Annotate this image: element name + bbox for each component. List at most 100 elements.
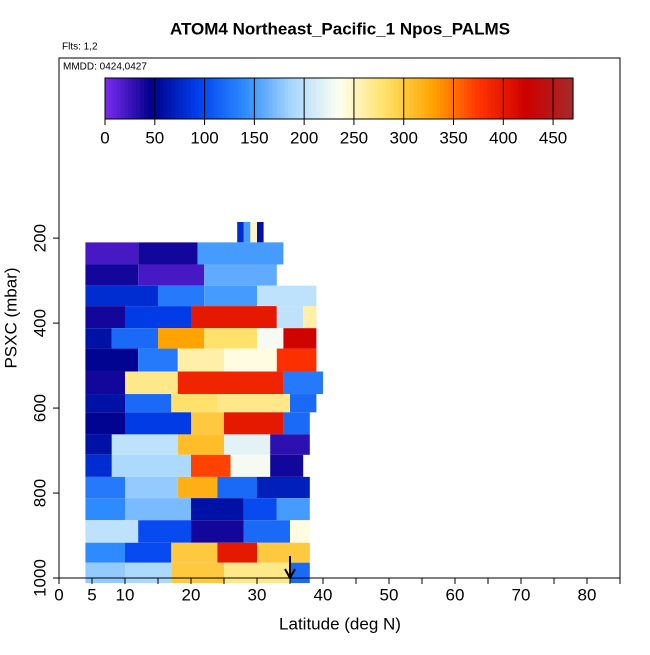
colorbar-tick-label: 250 bbox=[340, 128, 368, 147]
cell bbox=[224, 412, 284, 435]
colorbar-fill bbox=[374, 78, 379, 119]
colorbar-fill bbox=[417, 78, 422, 119]
colorbar-fill bbox=[358, 78, 363, 119]
colorbar-fill bbox=[105, 78, 110, 119]
cell bbox=[177, 371, 284, 395]
colorbar-fill bbox=[393, 78, 399, 119]
colorbar-tick-label: 150 bbox=[240, 128, 268, 147]
x-tick-label: 80 bbox=[578, 585, 597, 604]
colorbar-tick-label: 450 bbox=[539, 128, 567, 147]
cell bbox=[217, 394, 290, 413]
colorbar-fill bbox=[315, 78, 321, 119]
cell bbox=[111, 434, 178, 455]
colorbar-fill bbox=[120, 78, 126, 119]
colorbar-fill bbox=[456, 78, 461, 119]
colorbar-tick-label: 0 bbox=[100, 128, 109, 147]
colorbar-fill bbox=[136, 78, 141, 119]
cell bbox=[125, 542, 172, 563]
colorbar-fill bbox=[491, 78, 496, 119]
cell bbox=[303, 306, 317, 329]
colorbar-fill bbox=[276, 78, 282, 119]
colorbar-fill bbox=[557, 78, 562, 119]
cell bbox=[125, 476, 178, 499]
cell bbox=[138, 348, 178, 372]
colorbar-fill bbox=[249, 78, 254, 119]
cell bbox=[85, 328, 112, 349]
colorbar-fill bbox=[272, 78, 278, 119]
cell bbox=[125, 412, 191, 435]
colorbar-fill bbox=[432, 78, 438, 119]
cell bbox=[283, 371, 323, 395]
cell bbox=[224, 348, 277, 372]
cell bbox=[138, 264, 205, 286]
colorbar-fill bbox=[218, 78, 223, 119]
x-tick-label: 60 bbox=[446, 585, 465, 604]
cell bbox=[85, 242, 139, 265]
plot-frame bbox=[58, 57, 621, 579]
cell bbox=[85, 285, 158, 307]
cell bbox=[276, 498, 310, 521]
colorbar-fill bbox=[128, 78, 133, 119]
colorbar-fill bbox=[342, 78, 348, 119]
colorbar-fill bbox=[222, 78, 227, 119]
colorbar-fill bbox=[385, 78, 391, 119]
cell bbox=[257, 476, 310, 499]
colorbar-fill bbox=[381, 78, 387, 119]
cell bbox=[85, 264, 139, 286]
colorbar-fill bbox=[179, 78, 184, 119]
x-tick-label: 20 bbox=[182, 585, 201, 604]
colorbar-fill bbox=[124, 78, 129, 119]
colorbar-fill bbox=[444, 78, 449, 119]
arrow-head bbox=[284, 568, 296, 581]
colorbar-fill bbox=[323, 78, 328, 119]
cell bbox=[85, 394, 125, 413]
colorbar-fill bbox=[292, 78, 297, 119]
cell bbox=[270, 454, 304, 477]
cell bbox=[257, 542, 310, 563]
cell bbox=[177, 476, 218, 499]
cell bbox=[224, 434, 271, 455]
x-tick-label: 30 bbox=[248, 585, 267, 604]
colorbar-fill bbox=[530, 78, 535, 119]
cell bbox=[191, 306, 277, 329]
colorbar-fill bbox=[370, 78, 375, 119]
colorbar-fill bbox=[569, 78, 574, 119]
colorbar-fill bbox=[155, 78, 161, 119]
colorbar-fill bbox=[159, 78, 165, 119]
colorbar-fill bbox=[405, 78, 410, 119]
colorbar-fill bbox=[436, 78, 441, 119]
colorbar-tick-label: 200 bbox=[290, 128, 318, 147]
y-tick-label: 800 bbox=[30, 479, 49, 507]
colorbar-fill bbox=[183, 78, 188, 119]
colorbar-fill bbox=[163, 78, 168, 119]
colorbar-fill bbox=[561, 78, 566, 119]
colorbar-fill bbox=[553, 78, 558, 119]
cell bbox=[177, 348, 224, 372]
colorbar-fill bbox=[541, 78, 547, 119]
cell bbox=[158, 328, 205, 349]
cell bbox=[138, 520, 191, 543]
colorbar-fill bbox=[327, 78, 332, 119]
y-tick-label: 200 bbox=[30, 224, 49, 252]
colorbar-fill bbox=[257, 78, 262, 119]
cell bbox=[197, 242, 284, 265]
colorbar-fill bbox=[459, 78, 465, 119]
colorbar-fill bbox=[346, 78, 352, 119]
colorbar-fill bbox=[518, 78, 523, 119]
cell bbox=[125, 394, 172, 413]
cell bbox=[270, 434, 310, 455]
colorbar-fill bbox=[296, 78, 301, 119]
colorbar-tick-label: 100 bbox=[190, 128, 218, 147]
cell bbox=[125, 306, 191, 329]
y-axis-label: PSXC (mbar) bbox=[1, 267, 20, 368]
colorbar-fill bbox=[487, 78, 492, 119]
chart-title: ATOM4 Northeast_Pacific_1 Npos_PALMS bbox=[170, 19, 510, 38]
cell bbox=[250, 221, 257, 243]
cell bbox=[276, 348, 317, 372]
colorbar-fill bbox=[424, 78, 430, 119]
colorbar-fill bbox=[467, 78, 473, 119]
colorbar-fill bbox=[225, 78, 231, 119]
x-tick-label: 0 bbox=[54, 585, 63, 604]
y-tick-label: 600 bbox=[30, 394, 49, 422]
colorbar-tick-label: 300 bbox=[390, 128, 418, 147]
